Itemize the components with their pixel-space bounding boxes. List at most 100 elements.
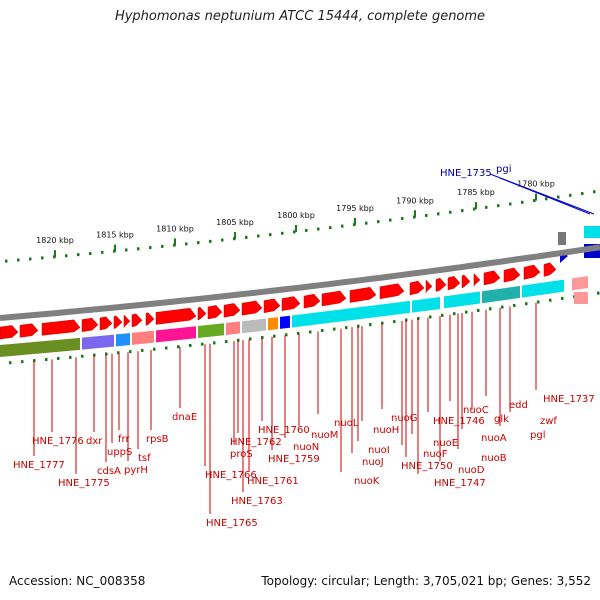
- gc-dot: [21, 360, 24, 364]
- cog-segment: [156, 326, 196, 343]
- gene-label-nuod: nuoD: [458, 465, 485, 476]
- highlight-label: HNE_1735: [440, 168, 492, 179]
- gene-arrow: [123, 314, 131, 328]
- gc-dot: [521, 200, 524, 204]
- gc-dot: [281, 231, 284, 235]
- cog-segment: [292, 300, 410, 328]
- gene-arrow: [113, 315, 123, 329]
- gene-arrow: [155, 307, 197, 325]
- cog-segment: [82, 334, 114, 350]
- gene-arrow: [41, 319, 81, 336]
- kbp-tick-label: 1785 kbp: [457, 188, 495, 197]
- cog-segment: [116, 333, 130, 347]
- gene-label-hne-1763: HNE_1763: [231, 496, 283, 507]
- gc-dot: [81, 354, 84, 358]
- gc-dot: [153, 347, 156, 351]
- gc-dot: [437, 212, 440, 216]
- gene-label-cdsa: cdsA: [97, 466, 121, 477]
- gc-dot: [9, 361, 12, 365]
- gene-arrows: [0, 262, 557, 340]
- gene-label-glk: glk: [494, 414, 509, 425]
- gene-label-nuog: nuoG: [391, 413, 418, 424]
- gc-dot: [237, 338, 240, 342]
- gene-label-dnae: dnaE: [172, 412, 197, 423]
- kbp-ticks: 1820 kbp 1815 kbp 1810 kbp 1805 kbp 1800 kbp…: [36, 180, 555, 258]
- gene-label-nuob: nuoB: [481, 453, 507, 464]
- gene-arrow: [503, 267, 521, 283]
- gene-label-hne-1750: HNE_1750: [401, 461, 453, 472]
- gene-arrow: [263, 298, 281, 314]
- gc-dot: [137, 247, 140, 251]
- kbp-tick-label: 1815 kbp: [96, 230, 134, 239]
- highlight-label: pgi: [496, 164, 511, 175]
- gene-arrow: [145, 312, 155, 326]
- gc-dot: [117, 351, 120, 355]
- gc-dot: [125, 248, 128, 252]
- gene-label-nuoe: nuoE: [433, 438, 458, 449]
- gc-dot: [177, 345, 180, 349]
- gc-dot: [357, 324, 360, 328]
- gc-dot: [173, 243, 176, 247]
- gene-arrow: [473, 272, 481, 287]
- gene-arrow: [281, 296, 301, 311]
- cog-segment: [412, 296, 440, 313]
- gene-label-nuom: nuoM: [311, 430, 338, 441]
- gene-label-hne-1776: HNE_1776: [32, 436, 84, 447]
- gene-arrow: [241, 300, 263, 316]
- gc-dot: [273, 334, 276, 338]
- gc-dot: [89, 251, 92, 255]
- cog-segment: [242, 318, 266, 334]
- cog-segment: [522, 279, 564, 298]
- gene-label-pgl: pgl: [530, 430, 545, 441]
- gc-dot: [381, 321, 384, 325]
- gc-dot: [77, 253, 80, 257]
- gene-label-hne-1775: HNE_1775: [58, 478, 110, 489]
- gene-label-upps: uppS: [107, 447, 132, 458]
- kbp-tick-label: 1800 kbp: [277, 211, 315, 220]
- gene-arrow: [223, 303, 241, 318]
- gc-dot: [185, 242, 188, 246]
- gc-dot: [245, 235, 248, 239]
- gene-label-hne-1777: HNE_1777: [13, 460, 65, 471]
- gc-dot: [201, 342, 204, 346]
- gc-dot: [297, 331, 300, 335]
- gene-arrow: [409, 280, 425, 296]
- gene-arrow: [543, 262, 557, 277]
- gene-arrow: [461, 274, 471, 289]
- gene-label-hne-1747: HNE_1747: [434, 478, 486, 489]
- gene-arrow: [99, 316, 113, 331]
- gc-dot: [65, 254, 68, 258]
- gene-label-pros: proS: [230, 449, 253, 460]
- gc-dot: [477, 308, 480, 312]
- gc-dot: [29, 257, 32, 261]
- gene-label-hne-1759: HNE_1759: [268, 454, 320, 465]
- pointer-line: [499, 177, 591, 215]
- gc-dot: [537, 300, 540, 304]
- gene-arrow: [19, 323, 39, 338]
- gc-dot: [581, 192, 584, 196]
- gene-arrow: [425, 279, 433, 293]
- gc-dot: [353, 223, 356, 227]
- map-title: Hyphomonas neptunium ATCC 15444, complet…: [114, 9, 486, 24]
- gene-label-nuon: nuoN: [293, 442, 319, 453]
- cog-segment: [280, 315, 290, 329]
- gene-label-hne-1761: HNE_1761: [247, 476, 299, 487]
- gc-dot: [113, 249, 116, 253]
- gene-label-rpsb: rpsB: [146, 434, 169, 445]
- gene-label-edd: edd: [509, 400, 528, 411]
- gene-arrow: [447, 275, 461, 291]
- gc-dot: [285, 333, 288, 337]
- cog-segment: [0, 337, 80, 357]
- gene-label-nuoc: nuoC: [463, 405, 489, 416]
- gc-dot: [465, 310, 468, 314]
- gene-arrow: [435, 277, 447, 292]
- kbp-tick-label: 1805 kbp: [216, 218, 254, 227]
- gene-arrow: [131, 313, 143, 328]
- gene-label-hne-1765: HNE_1765: [206, 518, 258, 529]
- gc-dot: [345, 326, 348, 330]
- gc-dot: [393, 320, 396, 324]
- gc-dot: [5, 259, 8, 263]
- cog-segment: [132, 330, 154, 345]
- cog-segment: [198, 323, 224, 339]
